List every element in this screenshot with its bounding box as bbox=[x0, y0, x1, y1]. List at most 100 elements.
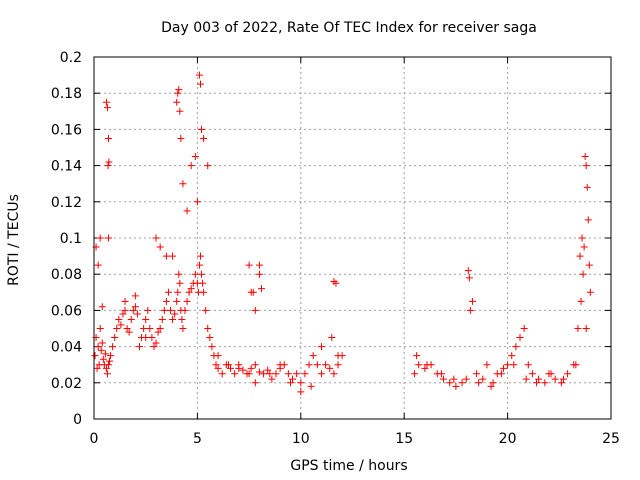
data-point bbox=[195, 71, 203, 79]
data-point bbox=[154, 328, 162, 336]
data-point bbox=[245, 261, 253, 269]
data-point bbox=[191, 153, 199, 161]
data-point bbox=[522, 375, 530, 383]
data-point bbox=[465, 274, 473, 282]
data-point bbox=[176, 279, 184, 287]
data-point bbox=[115, 315, 123, 323]
data-point bbox=[177, 134, 185, 142]
data-point bbox=[185, 288, 193, 296]
data-point bbox=[264, 366, 272, 374]
data-point bbox=[439, 375, 447, 383]
data-point bbox=[181, 306, 189, 314]
data-point bbox=[286, 379, 294, 387]
data-point bbox=[450, 375, 458, 383]
data-point bbox=[198, 270, 206, 278]
data-point bbox=[251, 361, 259, 369]
data-point bbox=[104, 134, 112, 142]
data-point bbox=[559, 375, 567, 383]
data-point bbox=[133, 310, 141, 318]
data-point bbox=[577, 297, 585, 305]
data-point bbox=[94, 261, 102, 269]
x-tick-label: 5 bbox=[193, 431, 202, 447]
data-point bbox=[204, 325, 212, 332]
y-tick-label: 0.08 bbox=[51, 267, 82, 283]
data-point bbox=[579, 270, 587, 278]
data-point bbox=[174, 288, 182, 296]
data-point bbox=[214, 352, 222, 360]
data-point bbox=[156, 325, 164, 332]
data-point bbox=[162, 297, 170, 305]
data-point bbox=[150, 343, 158, 351]
data-point bbox=[176, 107, 184, 115]
y-tick-label: 0.2 bbox=[60, 50, 82, 66]
data-point bbox=[174, 89, 182, 97]
data-point bbox=[586, 288, 594, 296]
data-point bbox=[167, 306, 175, 314]
y-tick-label: 0.12 bbox=[51, 195, 82, 211]
data-point bbox=[104, 234, 112, 242]
data-point bbox=[483, 361, 491, 369]
data-point bbox=[239, 366, 247, 374]
data-point bbox=[313, 361, 321, 369]
data-point bbox=[255, 368, 263, 376]
data-point bbox=[104, 361, 112, 369]
data-point bbox=[197, 252, 205, 260]
data-point bbox=[276, 361, 284, 369]
data-point bbox=[131, 292, 139, 300]
x-axis-label: GPS time / hours bbox=[290, 458, 407, 474]
data-point bbox=[193, 198, 201, 206]
data-point bbox=[195, 261, 203, 269]
data-point bbox=[468, 297, 476, 305]
data-point bbox=[272, 370, 280, 378]
data-point bbox=[140, 325, 148, 332]
data-point bbox=[111, 334, 119, 342]
data-point bbox=[175, 86, 183, 94]
data-point bbox=[245, 370, 253, 378]
data-point bbox=[212, 361, 220, 369]
x-tick-label: 0 bbox=[90, 431, 99, 447]
data-point bbox=[535, 375, 543, 383]
chart-title: Day 003 of 2022, Rate Of TEC Index for r… bbox=[161, 20, 537, 36]
data-point bbox=[123, 325, 131, 332]
data-point bbox=[206, 334, 214, 342]
data-point bbox=[99, 355, 107, 363]
data-point bbox=[131, 303, 139, 311]
data-point bbox=[251, 379, 259, 387]
data-point bbox=[516, 334, 524, 342]
data-point bbox=[119, 310, 127, 318]
data-point bbox=[458, 379, 466, 387]
data-point bbox=[508, 352, 516, 360]
data-point bbox=[551, 375, 559, 383]
data-point bbox=[585, 261, 593, 269]
data-point bbox=[260, 370, 268, 378]
y-tick-label: 0 bbox=[73, 412, 82, 428]
data-point bbox=[578, 234, 586, 242]
y-tick-label: 0.16 bbox=[51, 122, 82, 138]
data-point bbox=[173, 98, 181, 106]
data-point bbox=[204, 162, 212, 170]
data-point bbox=[499, 364, 507, 372]
data-point bbox=[326, 364, 334, 372]
data-point bbox=[305, 361, 313, 369]
data-point bbox=[297, 388, 305, 396]
data-point bbox=[164, 288, 172, 296]
data-point bbox=[497, 370, 505, 378]
data-point bbox=[93, 364, 101, 372]
data-point bbox=[102, 98, 110, 106]
data-point bbox=[231, 370, 239, 378]
data-point bbox=[179, 325, 187, 332]
data-point bbox=[169, 252, 177, 260]
data-point bbox=[214, 364, 222, 372]
data-point bbox=[258, 285, 266, 293]
data-point bbox=[187, 162, 195, 170]
data-point bbox=[129, 306, 137, 314]
y-tick-label: 0.14 bbox=[51, 159, 82, 175]
data-point bbox=[452, 382, 460, 390]
data-point bbox=[528, 370, 536, 378]
data-point bbox=[255, 270, 263, 278]
data-point bbox=[255, 261, 263, 269]
data-point bbox=[102, 364, 110, 372]
data-point bbox=[533, 379, 541, 387]
data-point bbox=[224, 361, 232, 369]
data-point bbox=[200, 288, 208, 296]
